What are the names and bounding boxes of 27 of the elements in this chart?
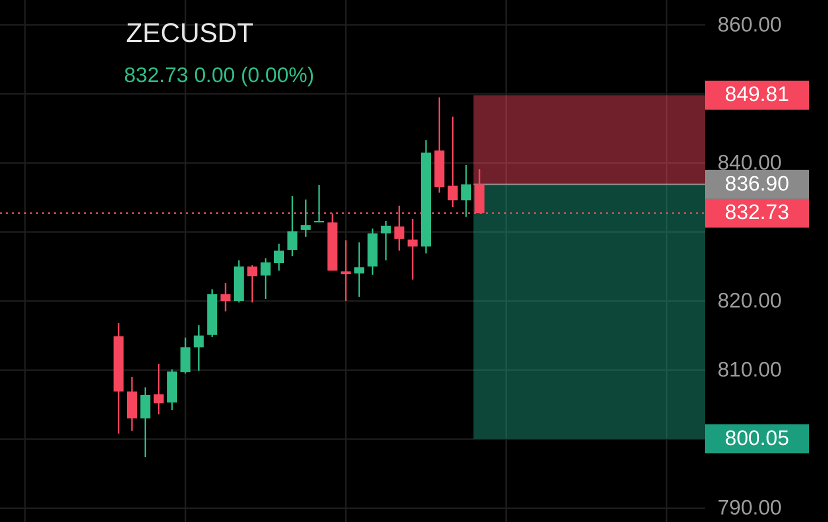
y-tick-label: 820.00	[718, 290, 782, 313]
candlestick	[300, 198, 311, 238]
candlestick	[287, 195, 298, 257]
candlestick	[154, 363, 164, 416]
candlestick	[314, 184, 324, 224]
candlestick	[461, 164, 472, 218]
candlestick	[340, 240, 351, 302]
band-label: 849.81	[724, 83, 790, 106]
y-tick-label: 790.00	[718, 496, 782, 520]
text: 832.73 0.00 (0.00%)	[124, 64, 314, 87]
candlestick	[448, 116, 458, 208]
candlestick	[220, 282, 231, 312]
y-tick-label: 860.00	[718, 13, 782, 36]
candlestick	[380, 220, 391, 262]
candlestick	[408, 218, 418, 280]
candlestick	[194, 324, 204, 372]
candlestick	[140, 386, 150, 458]
candlestick	[274, 242, 284, 272]
y-tick-label: 840.00	[718, 151, 782, 174]
candlestick	[247, 264, 258, 304]
y-tick-label: 810.00	[718, 358, 782, 382]
candlestick	[354, 242, 364, 298]
ref-line-label: 836.90	[724, 172, 790, 196]
band-label: 800.05	[724, 426, 790, 450]
text: ZECUSDT	[126, 18, 254, 48]
candlestick	[260, 257, 271, 300]
ref-line-label: 832.73	[724, 201, 790, 224]
